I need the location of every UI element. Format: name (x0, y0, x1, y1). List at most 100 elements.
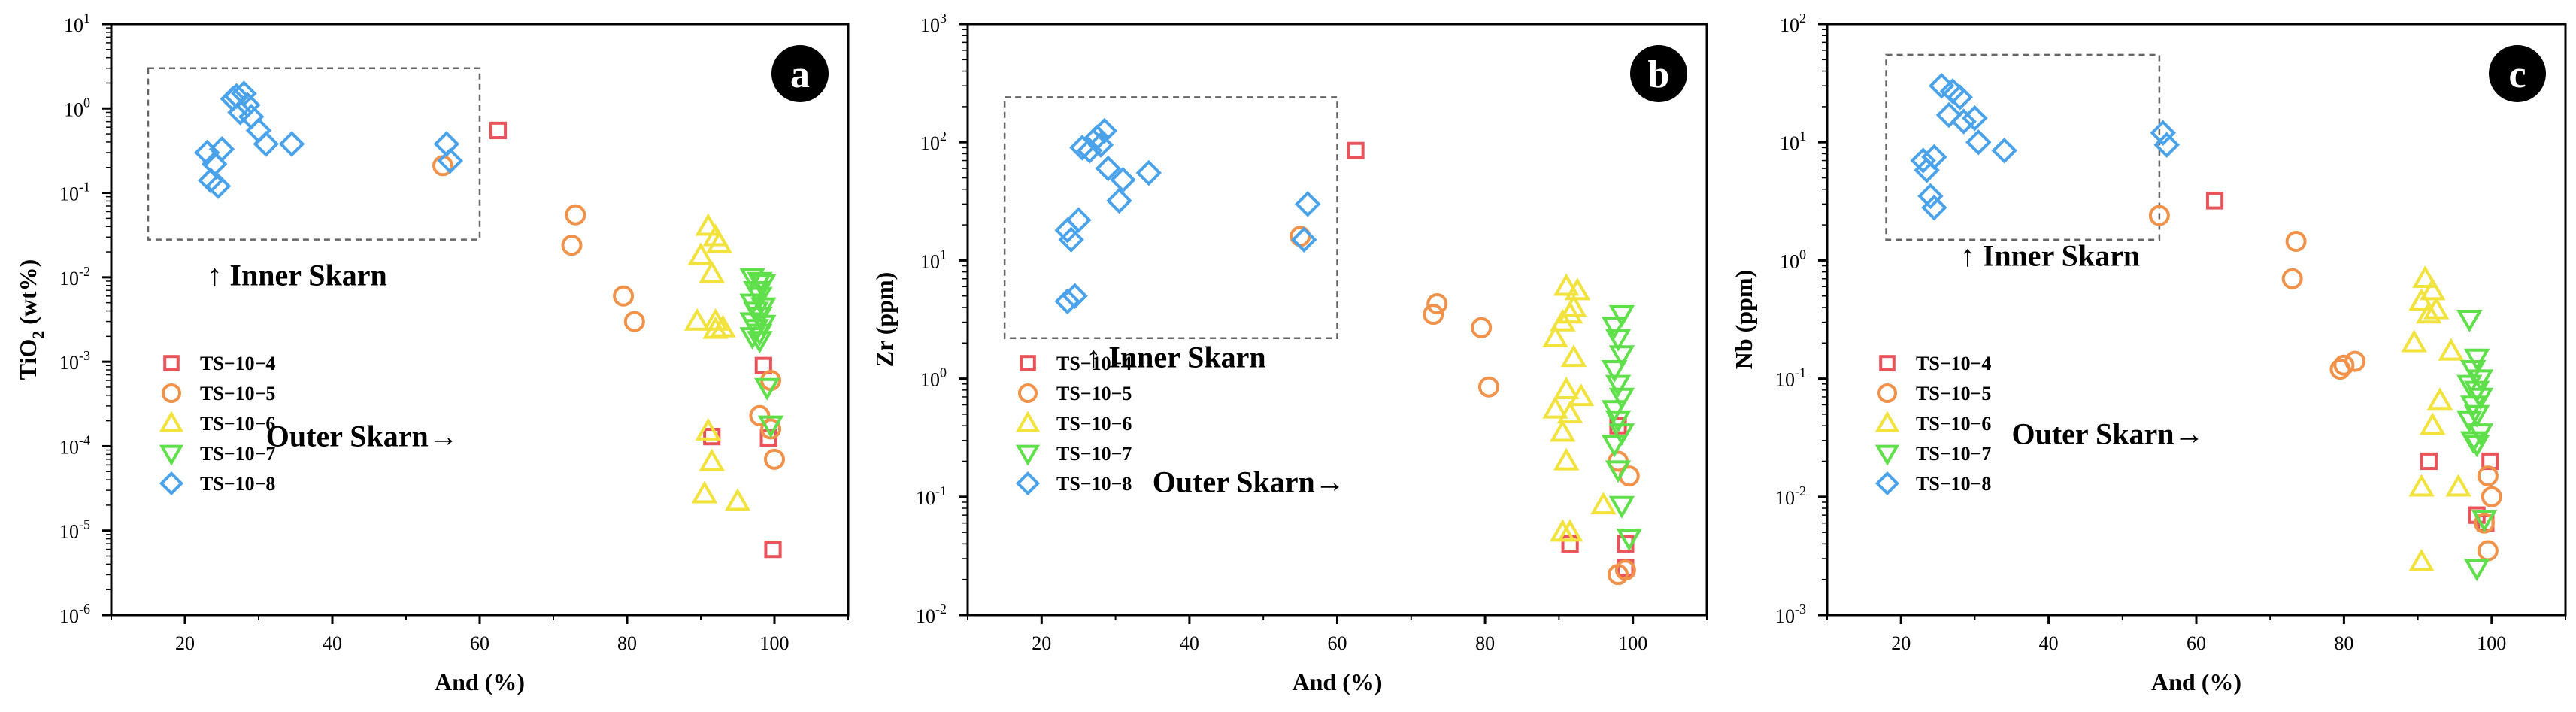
data-point-circle (1478, 376, 1500, 398)
legend-label: TS−10−8 (1056, 473, 1132, 495)
legend-label: TS−10−4 (200, 353, 275, 374)
data-point-circle (1471, 317, 1493, 338)
data-point-triangle-down (1608, 345, 1635, 368)
legend-marker-circle (1877, 383, 1897, 403)
y-tick-base: 10 (920, 250, 940, 272)
y-tick-base: 10 (920, 132, 940, 154)
data-point-diamond (1965, 129, 1992, 156)
legend-marker-triangle-up (1874, 411, 1900, 432)
data-point-diamond (1917, 183, 1944, 210)
inner-skarn-label: ↑ Inner Skarn (1960, 239, 2140, 273)
data-point-diamond (2153, 132, 2180, 158)
data-point-circle (2333, 354, 2355, 376)
data-point-circle (565, 204, 586, 226)
data-point-diamond (1294, 191, 1321, 217)
panel-badge (2489, 45, 2546, 102)
inner-skarn-box (147, 67, 481, 241)
series-diamond (1910, 72, 2180, 221)
y-tick-base: 10 (59, 268, 79, 289)
y-tick-label: 103 (920, 11, 947, 36)
y-axis-title-base: TiO (14, 339, 41, 380)
data-point-circle (764, 448, 785, 470)
y-tick-exponent: -1 (1795, 365, 1806, 380)
legend-label: TS−10−4 (1916, 353, 1991, 374)
legend-marker-square (1020, 355, 1036, 371)
y-tick-label: 10-6 (59, 601, 90, 627)
y-tick-base: 10 (64, 98, 83, 120)
series-diamond (1054, 117, 1321, 315)
data-point-circle (613, 285, 635, 307)
x-tick-label: 100 (1618, 632, 1647, 654)
panel-badge-label: c (2508, 53, 2526, 96)
inner-skarn-label: ↑ Inner Skarn (1086, 340, 1265, 374)
data-point-triangle-up (1542, 395, 1568, 419)
data-point-triangle-up (687, 242, 714, 265)
y-axis-title-tail: (wt%) (14, 259, 41, 331)
legend-label: TS−10−4 (1056, 353, 1132, 374)
data-point-triangle-down (2456, 374, 2483, 398)
x-tick-label: 80 (1475, 632, 1495, 654)
y-tick-label: 101 (64, 11, 90, 36)
data-point-triangle-down (750, 274, 777, 297)
data-point-circle (1423, 304, 1444, 326)
data-point-triangle-up (2412, 265, 2438, 288)
y-tick-label: 10-2 (916, 601, 947, 627)
data-point-triangle-down (747, 286, 773, 310)
y-tick-exponent: 1 (940, 247, 947, 262)
data-point-triangle-down (2456, 410, 2483, 433)
y-tick-exponent: -3 (1795, 601, 1806, 617)
data-point-circle (1426, 293, 1448, 315)
data-point-triangle-up (1550, 308, 1576, 332)
legend-label: TS−10−5 (200, 383, 275, 404)
data-point-circle (2148, 205, 2170, 226)
y-tick-exponent: -4 (79, 432, 90, 447)
data-point-triangle-up (1560, 344, 1587, 368)
y-tick-label: 100 (64, 95, 90, 120)
x-axis-title: And (%) (435, 668, 525, 695)
data-point-circle (2281, 268, 2303, 289)
y-tick-exponent: 3 (940, 11, 947, 26)
x-tick-label: 100 (760, 632, 789, 654)
legend-marker-triangle-up (159, 411, 184, 432)
legend-label: TS−10−5 (1056, 383, 1132, 404)
data-point-diamond (1914, 157, 1940, 183)
y-tick-label: 102 (1780, 11, 1806, 36)
inner-skarn-label: ↑ Inner Skarn (207, 259, 386, 292)
data-point-triangle-down (1605, 329, 1632, 352)
y-axis-title-base: Zr (ppm) (871, 272, 898, 368)
data-point-diamond (1947, 84, 1973, 111)
panel-badge-label: b (1648, 53, 1670, 96)
legend-marker-triangle-down (159, 444, 184, 466)
y-tick-exponent: -6 (79, 601, 90, 617)
data-point-diamond (1110, 167, 1136, 193)
data-point-triangle-up (1553, 447, 1580, 471)
series-square (489, 121, 782, 559)
series-triangle-down (739, 268, 784, 438)
x-axis-title: And (%) (2151, 668, 2241, 695)
y-tick-exponent: -2 (1795, 483, 1806, 498)
data-point-triangle-down (1605, 410, 1632, 433)
x-tick-label: 60 (2187, 632, 2206, 654)
data-point-diamond (1076, 138, 1103, 164)
legend-label: TS−10−7 (1916, 443, 1991, 465)
inner-skarn-box (1003, 96, 1338, 340)
panel-badge (1630, 45, 1687, 102)
legend-label: TS−10−8 (1916, 473, 1991, 495)
legend-marker-diamond (1874, 471, 1900, 496)
data-point-triangle-up (1550, 419, 1576, 442)
data-point-diamond (1935, 101, 1962, 129)
data-point-triangle-down (2463, 435, 2490, 458)
data-point-triangle-up (1564, 277, 1591, 301)
y-tick-exponent: -2 (935, 601, 947, 617)
y-tick-exponent: 0 (83, 95, 90, 110)
data-point-triangle-down (2471, 510, 2498, 533)
data-point-triangle-up (683, 308, 711, 331)
data-point-triangle-up (1590, 492, 1617, 515)
data-point-diamond (1054, 217, 1080, 244)
y-tick-base: 10 (64, 14, 83, 36)
y-tick-label: 102 (920, 129, 947, 154)
data-point-circle (2329, 359, 2351, 380)
data-point-diamond (1950, 108, 1977, 135)
y-tick-label: 10-1 (1775, 365, 1806, 391)
